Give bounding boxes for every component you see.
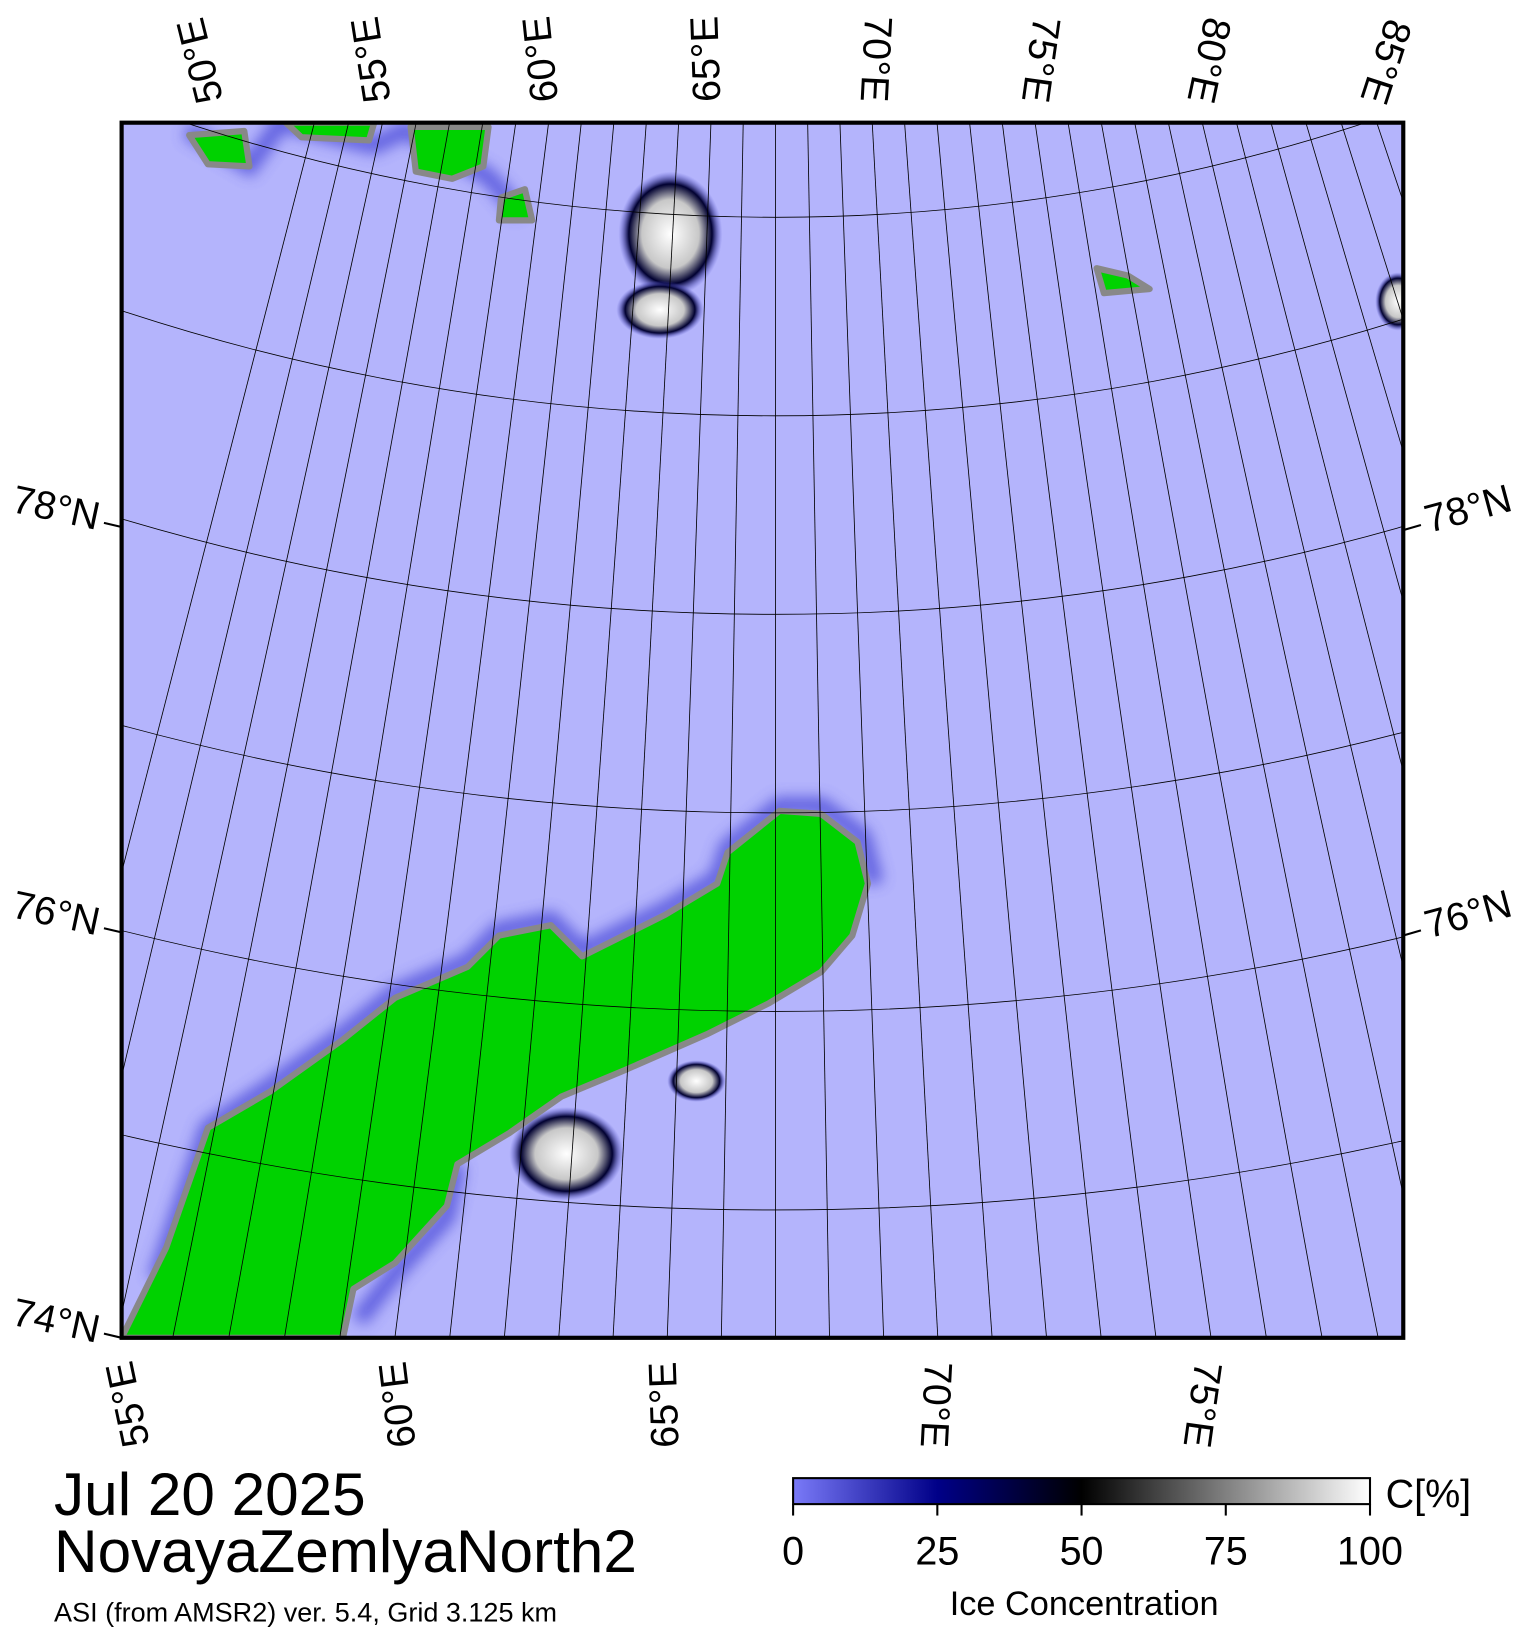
lat-label: 78°N xyxy=(1420,476,1517,541)
lat-label: 76°N xyxy=(1420,882,1517,947)
lon-label: 70°E xyxy=(912,1361,960,1449)
colorbar-tick-label: 50 xyxy=(1060,1529,1104,1573)
colorbar-unit: C[%] xyxy=(1386,1472,1472,1516)
meridian xyxy=(1493,0,1528,1257)
colorbar-tick-label: 25 xyxy=(915,1529,959,1573)
lat-label: 76°N xyxy=(8,883,103,944)
island xyxy=(407,123,492,182)
lon-label: 70°E xyxy=(852,15,900,103)
map-date: Jul 20 2025 xyxy=(54,1460,366,1528)
colorbar-scale xyxy=(792,1477,1372,1506)
lon-label: 60°E xyxy=(514,14,567,104)
island xyxy=(495,186,536,224)
meridian xyxy=(172,122,417,1338)
meridian xyxy=(503,122,615,1338)
meridian xyxy=(121,122,383,1316)
lon-label: 65°E xyxy=(682,15,729,103)
lat-label: 78°N xyxy=(8,477,103,538)
meridian xyxy=(1376,122,1404,203)
meridian xyxy=(871,122,939,1338)
map-frame xyxy=(119,120,1406,1340)
lon-label: 60°E xyxy=(371,1359,425,1450)
colorbar-tick-label: 100 xyxy=(1337,1529,1403,1573)
meridian xyxy=(807,122,830,1338)
parallel xyxy=(0,0,1528,19)
meridian xyxy=(1134,122,1379,1338)
map-region: NovayaZemlyaNorth2 xyxy=(54,1517,637,1585)
meridian xyxy=(1408,0,1528,1325)
meridian xyxy=(839,122,885,1338)
lon-label: 55°E xyxy=(343,14,400,106)
meridian xyxy=(1100,122,1323,1338)
meridian xyxy=(1236,122,1404,773)
meridian xyxy=(284,122,484,1338)
meridian xyxy=(936,122,1047,1338)
island xyxy=(1093,265,1153,297)
map-note: ASI (from AMSR2) ver. 5.4, Grid 3.125 km xyxy=(54,1597,557,1627)
meridian xyxy=(1001,122,1157,1338)
meridian xyxy=(1436,0,1528,1303)
lon-label: 75°E xyxy=(1175,1359,1231,1450)
meridian xyxy=(449,122,582,1338)
meridian xyxy=(121,122,350,1078)
meridian xyxy=(1465,0,1528,1280)
colorbar-label: Ice Concentration xyxy=(950,1585,1219,1623)
meridian xyxy=(612,122,680,1338)
meridian xyxy=(1270,122,1404,603)
meridian xyxy=(394,122,550,1338)
meridian xyxy=(339,122,517,1338)
lat-label: 74°N xyxy=(8,1290,103,1351)
meridian xyxy=(1340,122,1404,322)
graticule xyxy=(0,0,1528,1338)
island xyxy=(186,127,253,170)
colorbar-tick-label: 0 xyxy=(782,1529,804,1573)
colorbar: C[%] Ice Concentration 0 25 50 75 100 xyxy=(782,1472,1471,1623)
meridian xyxy=(1167,122,1404,1197)
sea-ice xyxy=(509,171,1404,1201)
lon-label: 65°E xyxy=(641,1361,688,1449)
meridian xyxy=(1067,122,1267,1338)
lon-label: 85°E xyxy=(1352,14,1420,109)
meridian xyxy=(1305,122,1404,454)
meridian xyxy=(1034,122,1212,1338)
lon-label: 50°E xyxy=(168,14,232,108)
meridian xyxy=(666,122,712,1338)
meridian xyxy=(558,122,647,1338)
meridian xyxy=(969,122,1102,1338)
lon-label: 55°E xyxy=(98,1358,159,1451)
meridian xyxy=(904,122,993,1338)
meridian xyxy=(121,122,315,875)
meridian xyxy=(1201,122,1404,969)
meridian xyxy=(228,122,451,1338)
meridian xyxy=(720,122,744,1338)
lon-label: 80°E xyxy=(1178,14,1239,107)
island xyxy=(282,122,378,144)
lon-label: 75°E xyxy=(1013,14,1069,105)
label-ticks xyxy=(103,521,1422,1339)
map-area xyxy=(0,0,1528,1338)
colorbar-tick-label: 75 xyxy=(1204,1529,1248,1573)
